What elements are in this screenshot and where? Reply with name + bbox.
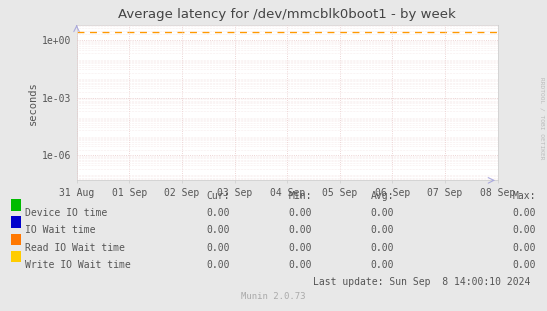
Text: 0.00: 0.00 [513, 225, 536, 235]
Text: Device IO time: Device IO time [25, 208, 107, 218]
Text: 0.00: 0.00 [206, 225, 230, 235]
Text: 0.00: 0.00 [513, 243, 536, 253]
Text: 0.00: 0.00 [370, 243, 394, 253]
Text: 0.00: 0.00 [370, 225, 394, 235]
Text: Max:: Max: [513, 191, 536, 201]
Text: 0.00: 0.00 [370, 208, 394, 218]
Text: Avg:: Avg: [370, 191, 394, 201]
Text: 0.00: 0.00 [206, 260, 230, 270]
Text: 0.00: 0.00 [288, 208, 312, 218]
Text: 0.00: 0.00 [370, 260, 394, 270]
Y-axis label: seconds: seconds [28, 81, 38, 124]
Text: IO Wait time: IO Wait time [25, 225, 96, 235]
Text: 0.00: 0.00 [206, 208, 230, 218]
Text: 0.00: 0.00 [288, 243, 312, 253]
Text: Last update: Sun Sep  8 14:00:10 2024: Last update: Sun Sep 8 14:00:10 2024 [313, 277, 531, 287]
Text: Cur:: Cur: [206, 191, 230, 201]
Text: Munin 2.0.73: Munin 2.0.73 [241, 292, 306, 301]
Text: 0.00: 0.00 [288, 260, 312, 270]
Text: 0.00: 0.00 [513, 208, 536, 218]
Text: 0.00: 0.00 [288, 225, 312, 235]
Text: RRDTOOL / TOBI OETIKER: RRDTOOL / TOBI OETIKER [539, 77, 544, 160]
Text: Write IO Wait time: Write IO Wait time [25, 260, 131, 270]
Text: Read IO Wait time: Read IO Wait time [25, 243, 125, 253]
Text: Min:: Min: [288, 191, 312, 201]
Text: 0.00: 0.00 [206, 243, 230, 253]
Text: 0.00: 0.00 [513, 260, 536, 270]
Title: Average latency for /dev/mmcblk0boot1 - by week: Average latency for /dev/mmcblk0boot1 - … [118, 8, 456, 21]
